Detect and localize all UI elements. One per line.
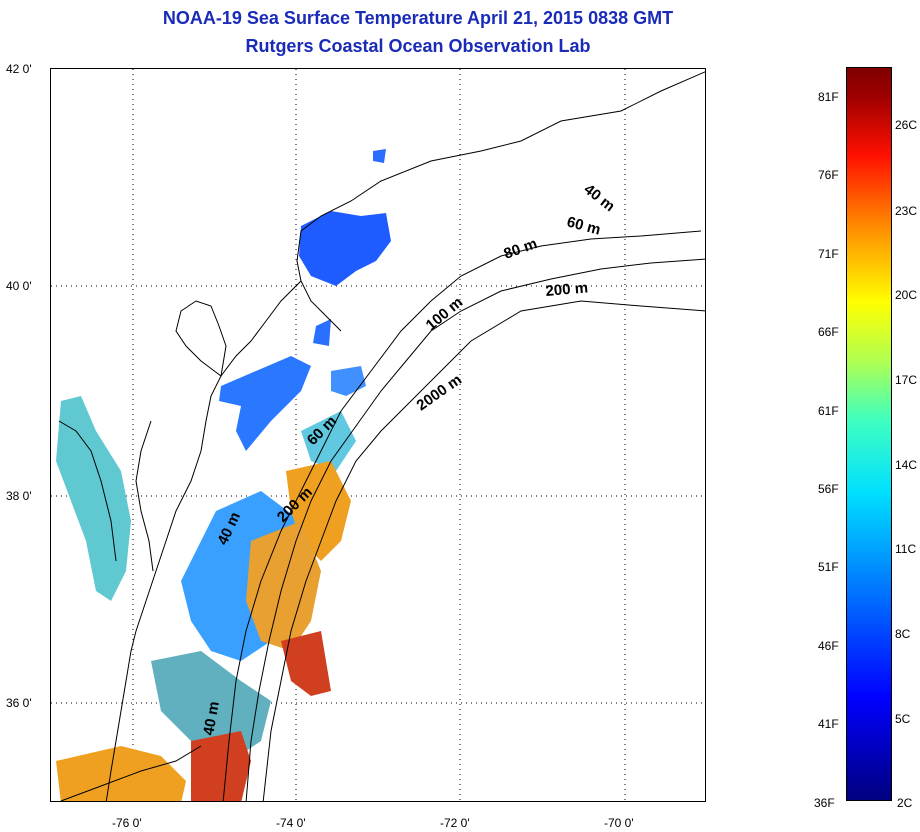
- colorbar-label-f: 51F: [818, 560, 839, 574]
- colorbar-label-f: 41F: [818, 717, 839, 731]
- colorbar-label-f: 36F: [814, 796, 835, 810]
- lon-label-72: -72 0': [440, 816, 470, 830]
- colorbar-label-f: 56F: [818, 482, 839, 496]
- contour-labels: 40 m 60 m 80 m 200 m 100 m 2000 m 60 m 2…: [200, 181, 618, 737]
- colorbar-label-f: 46F: [818, 639, 839, 653]
- contour-label: 2000 m: [414, 371, 465, 414]
- sst-patch: [373, 149, 386, 163]
- colorbar-label-c: 23C: [895, 204, 918, 218]
- colorbar-label-f: 61F: [818, 404, 839, 418]
- colorbar-label-f: 71F: [818, 247, 839, 261]
- lon-label-70: -70 0': [604, 816, 634, 830]
- sst-patch: [313, 319, 331, 346]
- contour-label: 200 m: [545, 279, 589, 300]
- sst-patches: [56, 149, 391, 801]
- lat-label-38: 38 0': [6, 489, 32, 503]
- sst-map: 40 m 60 m 80 m 200 m 100 m 2000 m 60 m 2…: [50, 68, 706, 802]
- colorbar-label-c: 11C: [895, 542, 917, 556]
- sst-patch: [301, 411, 356, 471]
- chart-subtitle: Rutgers Coastal Ocean Observation Lab: [245, 36, 591, 56]
- lat-label-40: 40 0': [6, 279, 32, 293]
- colorbar-label-f: 76F: [818, 168, 839, 182]
- sst-patch-gulfstream: [191, 731, 251, 801]
- lat-label-42: 42 0': [6, 62, 32, 76]
- coastlines: [58, 71, 705, 801]
- sst-patch-warm: [246, 521, 321, 651]
- contour-label: 40 m: [581, 181, 618, 215]
- sst-patch: [331, 366, 366, 396]
- colorbar-label-c: 5C: [895, 712, 911, 726]
- colorbar-label-c: 14C: [895, 458, 918, 472]
- lon-label-74: -74 0': [276, 816, 306, 830]
- sst-patch-hot: [281, 631, 331, 696]
- sst-patch-albemarle: [56, 746, 186, 801]
- contour-label: 60 m: [565, 213, 602, 238]
- lat-label-36: 36 0': [6, 696, 32, 710]
- sst-patch-delmarva: [219, 356, 311, 451]
- colorbar-label-c: 2C: [897, 796, 913, 810]
- colorbar-label-f: 66F: [818, 325, 839, 339]
- contour-label: 40 m: [200, 700, 223, 737]
- contour-label: 100 m: [423, 294, 467, 334]
- temperature-colorbar: [846, 67, 892, 801]
- lon-label-76: -76 0': [112, 816, 142, 830]
- contour-label: 80 m: [502, 235, 540, 263]
- chart-title: NOAA-19 Sea Surface Temperature April 21…: [162, 8, 674, 28]
- colorbar-label-c: 8C: [895, 627, 911, 641]
- colorbar-label-c: 17C: [895, 373, 918, 387]
- colorbar-label-c: 20C: [895, 288, 918, 302]
- colorbar-label-f: 81F: [818, 90, 839, 104]
- map-canvas: 40 m 60 m 80 m 200 m 100 m 2000 m 60 m 2…: [51, 69, 705, 801]
- colorbar-label-c: 26C: [895, 118, 918, 132]
- isobaths: [222, 230, 705, 801]
- gridlines: [51, 69, 705, 801]
- sst-patch-chesapeake: [56, 396, 131, 601]
- sst-patch-ny-bight: [299, 211, 391, 286]
